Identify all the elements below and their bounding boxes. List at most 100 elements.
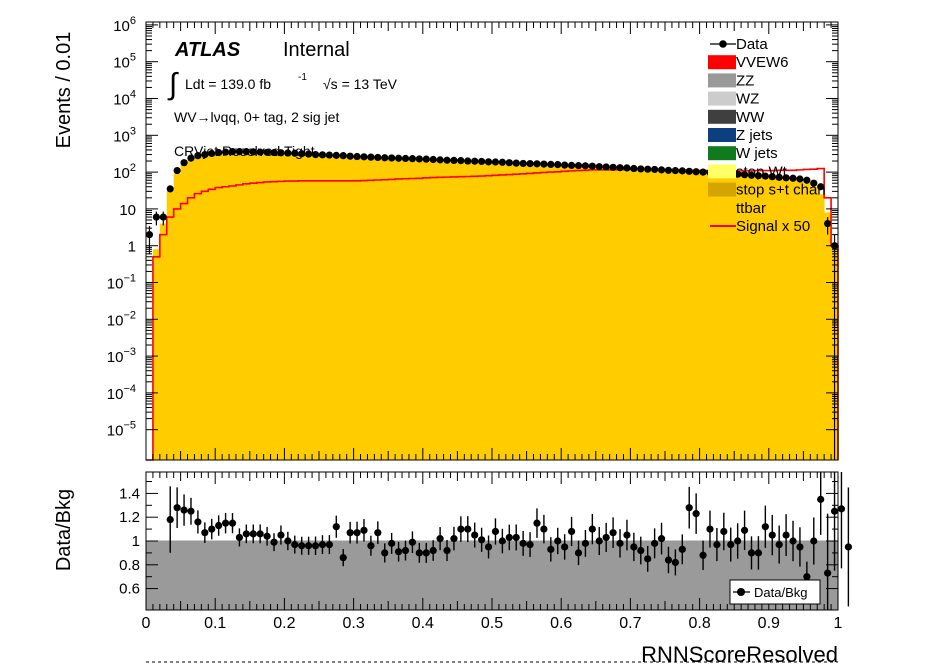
ratio-point (581, 539, 590, 547)
atlas-label: ATLAS (174, 39, 241, 61)
ratio-point (817, 495, 825, 503)
data-point (346, 152, 354, 160)
ratio-point (360, 526, 368, 534)
ratio-point (602, 533, 610, 542)
data-point (201, 150, 209, 159)
data-point (678, 167, 686, 175)
ratio-point (318, 540, 327, 549)
x-tick-label: 0.2 (273, 615, 295, 632)
ttbar-bar (803, 183, 811, 460)
ttbar-bar (671, 170, 680, 461)
ttbar-bar (395, 157, 403, 460)
data-point (567, 161, 576, 170)
ratio-xlabel: RNNScoreResolved (641, 642, 838, 667)
ratio-point (491, 527, 500, 536)
ttbar-bar (512, 162, 521, 460)
legend-label: stop Wt (736, 163, 788, 180)
ttbar-bar (533, 163, 541, 460)
ttbar-bar (194, 156, 202, 461)
internal-label: Internal (283, 39, 350, 61)
data-point (180, 159, 188, 167)
legend-swatch (708, 128, 736, 142)
legend-label: W jets (736, 145, 778, 162)
legend-swatch (708, 164, 736, 179)
ratio-point (450, 535, 458, 543)
ttbar-bar (381, 157, 389, 460)
ratio-point (415, 549, 423, 557)
data-point (408, 155, 417, 163)
ratio-point (443, 546, 451, 555)
ratio-point (374, 529, 382, 537)
ttbar-bar (754, 176, 763, 460)
ttbar-bar (588, 165, 597, 460)
data-point (574, 162, 583, 170)
ratio-point (401, 546, 410, 555)
data-point (221, 148, 230, 156)
ratio-point (651, 539, 659, 547)
data-point (394, 154, 403, 162)
ttbar-bar (332, 155, 341, 461)
ttbar-bar (796, 181, 804, 460)
ttbar-bar (492, 161, 500, 460)
data-point (754, 172, 763, 180)
ratio-point (436, 535, 444, 543)
ttbar-bar (291, 153, 299, 460)
legend-swatch (708, 109, 736, 124)
ratio-point (789, 537, 797, 545)
legend-label: VVEW6 (736, 54, 789, 71)
ratio-point (685, 504, 693, 512)
ttbar-bar (298, 153, 306, 460)
ttbar-bar (374, 157, 382, 460)
ratio-point (796, 543, 804, 551)
data-point (450, 156, 458, 164)
data-point (581, 162, 590, 170)
data-point (692, 168, 700, 176)
data-point (484, 158, 493, 166)
ttbar-bar (692, 172, 700, 461)
legend-label: ttbar (736, 200, 766, 217)
data-point (824, 219, 832, 228)
ratio-point (588, 525, 596, 533)
ttbar-bar (415, 158, 424, 461)
ttbar-bar (637, 168, 645, 460)
ratio-point (775, 540, 783, 549)
y-tick-label: 105 (113, 52, 136, 72)
data-point (311, 150, 320, 159)
data-point (332, 151, 340, 159)
ttbar-bar (180, 164, 188, 460)
ttbar-bar (436, 159, 444, 460)
main-histograms (152, 152, 839, 461)
data-point (699, 168, 707, 176)
ratio-point (657, 535, 666, 543)
ratio-points (166, 472, 852, 610)
ratio-point (457, 525, 465, 533)
ratio-point (754, 549, 763, 557)
ttbar-bar (665, 170, 673, 460)
ttbar-bar (229, 152, 237, 460)
data-point (796, 175, 804, 183)
ratio-point (547, 545, 555, 553)
ttbar-bar (249, 152, 258, 460)
data-point (588, 162, 596, 170)
ratio-point (298, 542, 306, 550)
ratio-point (810, 537, 818, 545)
ttbar-bar (457, 160, 465, 460)
ttbar-bar (277, 153, 285, 461)
data-point (298, 150, 306, 158)
ratio-point (478, 536, 486, 544)
ttbar-bar (201, 155, 209, 460)
ratio-point (637, 546, 645, 555)
data-point (415, 155, 423, 163)
data-point (159, 213, 167, 221)
ratio-point (512, 533, 520, 542)
data-point (533, 160, 541, 168)
y-tick-label: 10−4 (107, 383, 136, 403)
x-tick-label: 0.7 (619, 615, 641, 632)
x-tick-label: 0.6 (550, 615, 572, 632)
data-point (761, 172, 769, 180)
legend-label: Signal x 50 (736, 218, 810, 235)
lumi-label: Ldt = 139.0 fb (185, 76, 271, 92)
x-tick-label: 1 (834, 615, 843, 632)
ratio-point (692, 510, 700, 518)
ratio-point (422, 549, 430, 557)
